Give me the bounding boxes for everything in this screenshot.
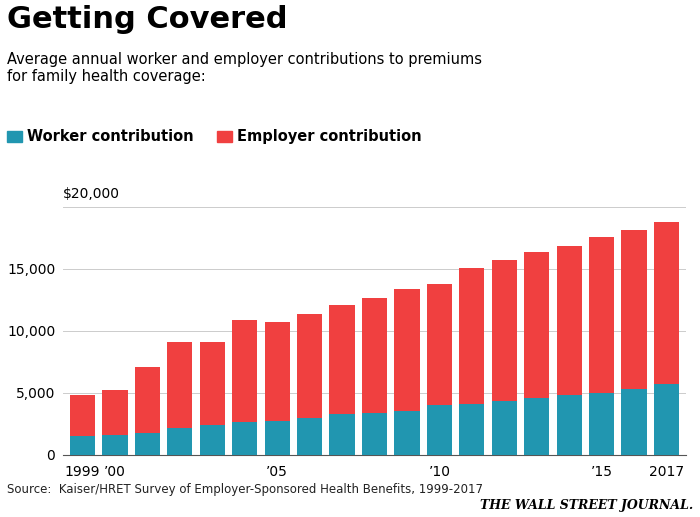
Text: Employer contribution: Employer contribution [237,129,421,144]
Bar [556,395,582,455]
Bar [134,368,160,433]
Bar [70,436,95,455]
Bar [427,405,452,455]
Bar [199,425,225,455]
Bar [654,384,679,455]
Text: Worker contribution: Worker contribution [27,129,193,144]
Bar [232,422,258,455]
Bar [167,429,192,455]
Text: Getting Covered: Getting Covered [7,5,288,34]
Bar [589,237,615,393]
Bar [491,260,517,401]
Text: THE WALL STREET JOURNAL.: THE WALL STREET JOURNAL. [480,499,693,512]
Bar [199,342,225,425]
Bar [491,401,517,455]
Bar [394,289,419,412]
Bar [297,418,322,455]
Bar [622,389,647,455]
Bar [427,284,452,405]
Bar [265,322,290,421]
Bar [232,320,258,422]
Bar [102,390,127,435]
Bar [362,298,387,414]
Bar [524,252,550,398]
Bar [654,222,679,384]
Text: $20,000: $20,000 [63,187,120,201]
Text: Source:  Kaiser/HRET Survey of Employer-Sponsored Health Benefits, 1999-2017: Source: Kaiser/HRET Survey of Employer-S… [7,483,483,496]
Bar [589,393,615,455]
Bar [70,395,95,436]
Bar [622,230,647,389]
Bar [330,414,355,455]
Bar [134,433,160,455]
Bar [524,398,550,455]
Bar [556,246,582,395]
Bar [459,404,484,455]
Bar [265,421,290,455]
Bar [330,305,355,414]
Bar [394,412,419,455]
Bar [167,342,192,429]
Bar [362,414,387,455]
Bar [459,268,484,404]
Bar [297,314,322,418]
Bar [102,435,127,455]
Text: Average annual worker and employer contributions to premiums
for family health c: Average annual worker and employer contr… [7,52,482,84]
